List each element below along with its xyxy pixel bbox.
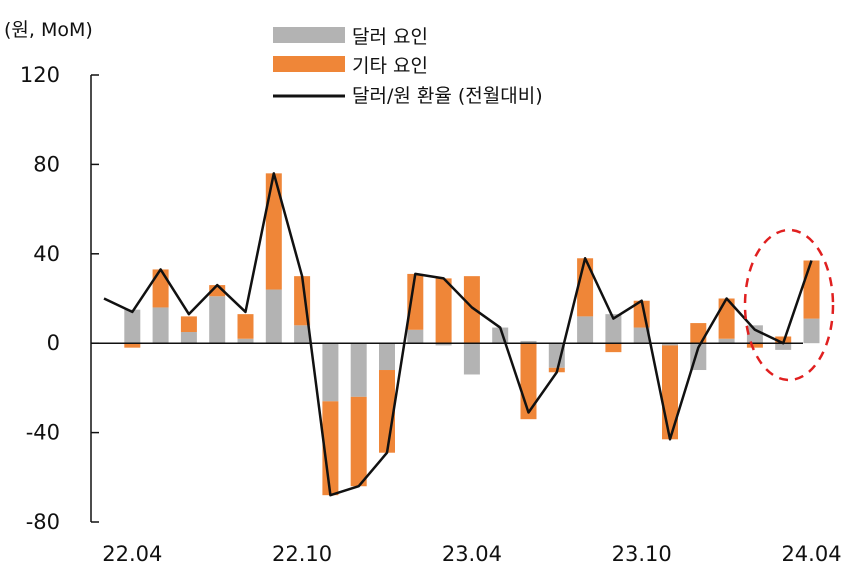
bar-dollar-23.11 (662, 343, 678, 346)
bar-dollar-22.09 (265, 289, 282, 344)
bar-dollar-24.01 (718, 338, 735, 344)
bar-dollar-22.11 (322, 343, 339, 402)
y-tick-label: 80 (33, 152, 60, 176)
legend-swatch-dollar (273, 27, 345, 43)
bar-other-23.04 (463, 276, 480, 344)
x-tick-label: 22.10 (272, 542, 332, 566)
bar-dollar-23.08 (577, 316, 594, 344)
bar-dollar-23.04 (463, 343, 480, 375)
bar-dollar-23.10 (633, 327, 650, 344)
bar-other-23.12 (690, 323, 707, 344)
bar-dollar-22.06 (180, 332, 197, 344)
x-tick-label: 24.04 (781, 542, 841, 566)
legend-label-other: 기타 요인 (352, 55, 428, 77)
bar-other-23.06 (520, 343, 537, 420)
bar-other-22.08 (237, 314, 254, 339)
x-tick-label: 23.10 (612, 542, 672, 566)
bar-other-22.12 (350, 396, 367, 487)
bar-dollar-22.07 (209, 296, 226, 344)
bar-dollar-22.10 (294, 325, 311, 344)
legend: 달러 요인 기타 요인 달러/원 환율 (전월대비) (273, 26, 543, 107)
highlight-ellipse (743, 228, 835, 382)
bar-dollar-24.03 (775, 343, 792, 350)
bar-dollar-22.08 (237, 338, 254, 344)
bar-dollar-22.04 (124, 309, 141, 344)
bar-other-22.04 (124, 343, 141, 348)
bar-dollar-23.02 (407, 329, 424, 344)
legend-swatch-other (273, 56, 345, 72)
bar-dollar-23.09 (605, 314, 622, 344)
bar-dollar-24.04 (803, 318, 820, 344)
y-tick-label: 120 (20, 63, 60, 87)
y-tick-label: -80 (26, 510, 60, 534)
bar-other-22.06 (180, 316, 197, 333)
bar-dollar-23.03 (435, 343, 452, 346)
axes (90, 75, 803, 522)
tick-layer: 120 80 40 0 -40 -80 22.04 22.10 23.04 23.10 24.04 (20, 63, 842, 566)
bar-other-23.03 (435, 278, 452, 344)
bar-other-22.05 (152, 269, 169, 308)
bar-dollar-23.07 (548, 343, 565, 368)
bar-dollar-23.01 (379, 343, 395, 371)
fx-change-line (103, 172, 813, 497)
bar-other-24.01 (718, 298, 735, 339)
x-tick-label: 22.04 (102, 542, 162, 566)
bar-dollar-24.02 (746, 325, 763, 344)
bar-other-23.08 (577, 258, 594, 317)
bar-other-23.02 (407, 273, 424, 330)
line-layer (103, 172, 813, 497)
bar-other-24.04 (803, 260, 820, 319)
legend-label-dollar: 달러 요인 (352, 26, 428, 48)
y-tick-label: -40 (26, 421, 60, 445)
bar-other-22.09 (265, 173, 282, 290)
y-tick-label: 0 (47, 331, 60, 355)
bar-other-23.09 (605, 343, 622, 353)
y-tick-label: 40 (33, 242, 60, 266)
legend-label-fx: 달러/원 환율 (전월대비) (352, 85, 543, 107)
bar-dollar-23.06 (520, 340, 537, 344)
bar-layer (124, 173, 820, 496)
bar-other-22.07 (209, 285, 226, 297)
x-tick-label: 23.04 (442, 542, 502, 566)
bar-other-24.02 (746, 343, 763, 348)
unit-label: (원, MoM) (4, 19, 93, 41)
bar-dollar-22.05 (152, 307, 169, 344)
bar-dollar-22.12 (350, 343, 367, 397)
